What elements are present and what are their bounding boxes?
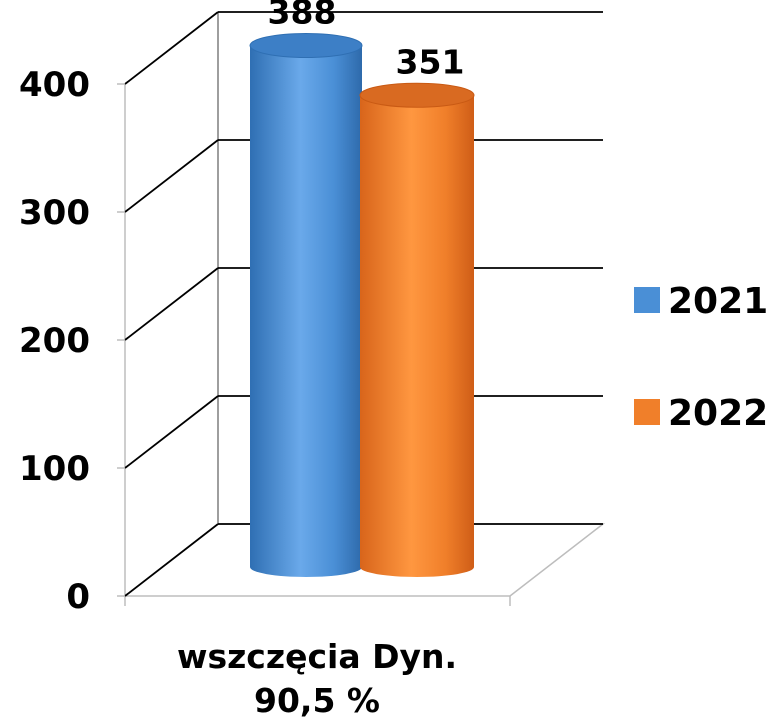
x-category-label-line2: 90,5 % [254,681,380,720]
bar-body [360,95,474,577]
y-tick-label: 100 [19,449,90,489]
gridline-diagonal [124,11,219,85]
bar-2021 [249,33,363,577]
y-tick-label: 0 [66,577,90,617]
gridline-diagonal [124,395,219,469]
legend-label-2021: 2021 [668,281,768,322]
gridline-diagonal [124,267,219,341]
bar-top [359,82,475,108]
y-tick-label: 200 [19,321,90,361]
data-label-2022: 351 [396,42,465,81]
x-axis-category: wszczęcia Dyn. 90,5 % [177,637,457,720]
gridline-diagonal [124,523,219,597]
legend-label-2022: 2022 [668,393,768,434]
data-label-2021: 388 [268,0,337,32]
bar-body [250,45,362,577]
bar-2022 [359,82,475,577]
bars [249,33,475,577]
legend: 2021 2022 [634,281,768,434]
y-axis-ticks: 0 100 200 300 400 [19,65,90,617]
bar-top [249,33,363,59]
y-tick-label: 300 [19,193,90,233]
x-category-label-line1: wszczęcia Dyn. [177,637,457,676]
legend-swatch-2021 [634,287,660,313]
legend-swatch-2022 [634,399,660,425]
gridline-diagonal [124,139,219,213]
y-tick-label: 400 [19,65,90,105]
data-labels: 388 351 [268,0,465,81]
